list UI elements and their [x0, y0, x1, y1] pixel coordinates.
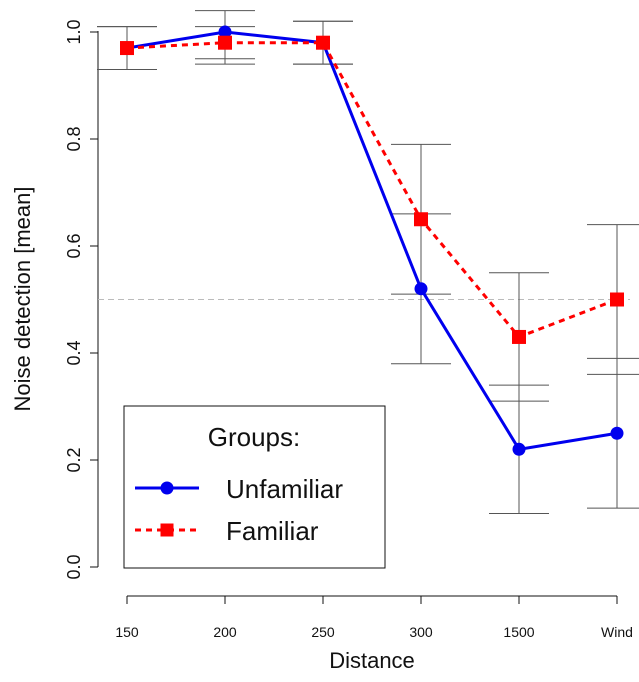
data-point-familiar: [512, 329, 526, 344]
data-point-familiar: [610, 292, 624, 307]
legend-title: Groups:: [208, 422, 301, 452]
data-point-unfamiliar: [218, 25, 232, 39]
data-point-familiar: [316, 35, 330, 50]
data-point-familiar: [414, 212, 428, 227]
data-point-familiar: [120, 41, 134, 56]
x-tick-label: 150: [115, 624, 139, 640]
legend-label-unfamiliar: Unfamiliar: [226, 474, 343, 504]
data-point-unfamiliar: [512, 442, 526, 456]
series-markers: [120, 25, 624, 456]
y-tick-label: 1.0: [64, 19, 84, 44]
x-tick-label: 300: [409, 624, 433, 640]
x-axis-ticks: 150 200 250 300 1500 Wind: [115, 596, 633, 640]
legend: Groups: Unfamiliar Familiar: [123, 405, 386, 569]
y-tick-label: 0.8: [64, 126, 84, 151]
legend-marker-unfamiliar: [160, 481, 174, 495]
legend-marker-familiar: [160, 523, 174, 537]
y-tick-label: 0.0: [64, 554, 84, 579]
y-axis-ticks: 0.0 0.2 0.4 0.6 0.8 1.0: [64, 19, 98, 580]
data-point-familiar: [218, 35, 232, 50]
x-axis-title: Distance: [329, 648, 415, 673]
data-point-unfamiliar: [610, 426, 624, 440]
y-tick-label: 0.6: [64, 233, 84, 258]
series-line-unfamiliar: [126, 30, 618, 451]
x-tick-label: Wind: [601, 624, 633, 640]
data-point-unfamiliar: [414, 282, 428, 296]
series-lines: [126, 30, 618, 451]
legend-label-familiar: Familiar: [226, 516, 319, 546]
x-tick-label: 1500: [503, 624, 534, 640]
y-tick-label: 0.2: [64, 447, 84, 472]
y-tick-label: 0.4: [64, 340, 84, 365]
x-tick-label: 200: [213, 624, 237, 640]
y-axis-title: Noise detection [mean]: [10, 186, 35, 411]
series-line-familiar: [126, 41, 618, 339]
x-tick-label: 250: [311, 624, 335, 640]
